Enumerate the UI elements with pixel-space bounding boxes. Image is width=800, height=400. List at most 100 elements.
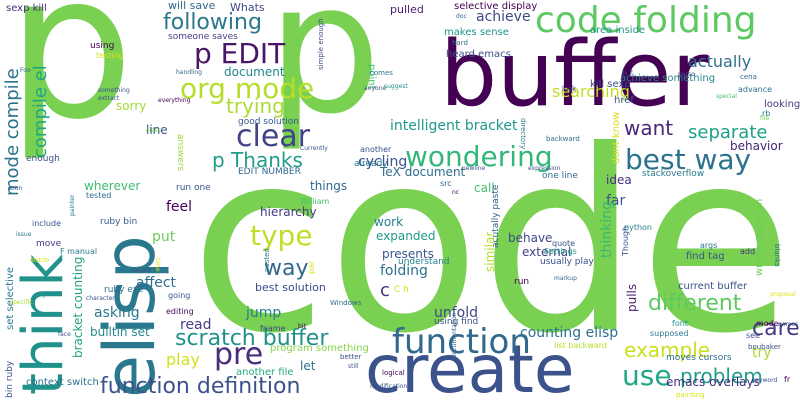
word: mode compile — [2, 68, 23, 196]
word: hierarchy — [260, 205, 317, 219]
word: h f — [622, 69, 633, 78]
word: issue — [16, 231, 32, 238]
word: idea — [606, 173, 632, 187]
word: p — [267, 0, 382, 154]
word: makes sense — [444, 27, 509, 38]
word: font — [672, 319, 688, 328]
word: scratch buffer — [175, 326, 329, 351]
word: someone saves — [168, 32, 238, 42]
word: type — [250, 219, 313, 252]
word: distrib — [30, 257, 49, 264]
word: code folding — [535, 0, 757, 41]
word: read — [180, 317, 212, 333]
word: achieve something — [620, 73, 716, 84]
word: handling — [176, 69, 203, 76]
word: bracket counting — [71, 256, 85, 358]
word: put — [152, 229, 176, 245]
word: directory — [519, 118, 527, 150]
word: simple enough — [317, 18, 325, 70]
word: feel — [166, 199, 193, 215]
word: dont know — [611, 111, 622, 164]
word: quote — [552, 239, 576, 248]
word: org mode — [180, 72, 315, 105]
word: modification — [370, 383, 408, 390]
word: far — [606, 193, 626, 209]
word: backward — [546, 135, 580, 143]
word: nc — [452, 189, 460, 196]
word: wherever — [84, 179, 141, 193]
word: counting elisp — [520, 325, 619, 341]
word: documentation — [451, 312, 458, 358]
word: expanded — [376, 229, 436, 243]
word: asking — [94, 305, 140, 321]
word: good solution — [238, 117, 299, 127]
word: will save — [168, 0, 216, 12]
word: lock — [562, 85, 577, 93]
word: external — [522, 245, 572, 259]
word: achieve — [476, 9, 531, 25]
word: code — [190, 97, 793, 388]
word: pulled — [390, 3, 424, 16]
word: Settings — [544, 247, 577, 256]
word: names — [778, 321, 799, 328]
word: another — [360, 145, 392, 154]
word: boubaker — [748, 343, 781, 351]
word: class — [146, 127, 161, 134]
word: selective display — [454, 1, 538, 12]
word: using find — [434, 317, 479, 327]
word: still — [348, 363, 359, 370]
word: usually play — [540, 257, 594, 267]
word: going — [168, 291, 191, 300]
word: actually — [688, 52, 752, 71]
word: already — [354, 159, 388, 169]
word: program something — [270, 343, 369, 354]
word: p — [7, 0, 134, 164]
word: document — [224, 65, 285, 79]
word: list backward — [554, 341, 607, 350]
word: clear — [236, 119, 311, 154]
word: intelligent bracket — [390, 118, 518, 134]
word: doc — [456, 13, 467, 20]
word: bin ruby — [5, 360, 15, 398]
word: compile el — [30, 65, 51, 158]
word: comes — [370, 69, 393, 77]
word: C h — [394, 285, 409, 295]
word: emacs overlays — [666, 375, 760, 389]
word: wondering — [405, 140, 553, 173]
word: pre — [214, 337, 264, 372]
word: understand — [398, 257, 450, 267]
word: file — [760, 115, 770, 122]
word: stackoverflow — [642, 169, 705, 179]
word: best way — [625, 143, 752, 176]
word: rb — [762, 109, 771, 118]
word: cycling — [358, 154, 408, 170]
word: behave — [508, 231, 553, 245]
word: editing — [166, 307, 194, 316]
word: args — [700, 241, 718, 250]
word: want — [624, 116, 674, 140]
word: one line — [542, 171, 578, 181]
word: p EDIT — [194, 37, 286, 70]
word: fname — [260, 324, 286, 333]
word: area inside — [590, 25, 646, 36]
word: advance — [738, 85, 773, 94]
word: special — [716, 93, 737, 100]
word: let — [300, 359, 316, 373]
word: similar — [483, 231, 497, 272]
word: affect — [136, 275, 177, 291]
word: following — [163, 10, 262, 35]
word: try — [752, 345, 772, 361]
word: see — [746, 331, 761, 340]
word: soon — [8, 185, 23, 192]
word: expression — [528, 165, 561, 172]
word: painting — [676, 391, 705, 399]
word: Windows — [330, 299, 362, 307]
word: move — [36, 239, 62, 249]
word: presents — [382, 247, 434, 261]
word: supposed — [650, 329, 689, 338]
word: pulls — [625, 283, 639, 312]
word: answers — [175, 134, 185, 172]
word: best solution — [255, 281, 326, 294]
word: better — [340, 353, 362, 361]
